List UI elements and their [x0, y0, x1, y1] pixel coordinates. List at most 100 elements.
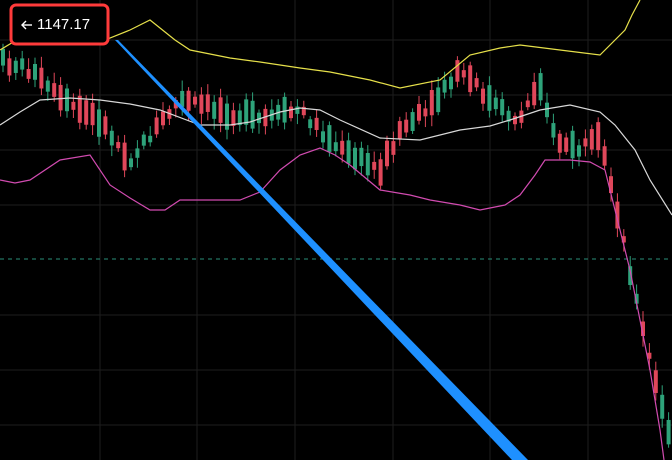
candle-body: [231, 110, 236, 126]
candle-body: [244, 99, 249, 125]
candle-body: [589, 129, 594, 150]
candle-body: [237, 110, 242, 126]
candle-body: [628, 266, 633, 286]
candle-body: [429, 90, 434, 116]
candle-body: [538, 73, 543, 101]
candle-body: [39, 67, 44, 89]
candle-body: [45, 80, 50, 92]
candle-body: [391, 141, 396, 155]
candle-body: [212, 101, 217, 119]
middle-band: [0, 97, 672, 216]
candle-body: [621, 236, 626, 243]
candle-body: [513, 115, 517, 125]
candle-body: [500, 99, 505, 116]
candle-body: [404, 119, 409, 133]
candle-body: [180, 90, 185, 107]
candle-body: [65, 88, 69, 112]
candle-body: [84, 100, 89, 125]
candle-body: [90, 102, 95, 126]
candle-body: [615, 201, 620, 229]
candle-body: [308, 119, 313, 129]
candle-body: [26, 68, 31, 79]
candle-body: [570, 130, 575, 159]
candle-body: [333, 142, 338, 152]
candle-body: [263, 108, 268, 127]
candle-body: [122, 142, 127, 171]
candle-body: [154, 117, 159, 135]
candle-body: [116, 142, 121, 149]
candle-body: [97, 109, 101, 137]
candle-body: [468, 65, 473, 93]
candle-body: [493, 97, 498, 110]
candle-body: [481, 88, 485, 104]
candle-body: [193, 96, 197, 105]
upper-band: [0, 0, 641, 89]
candle-body: [449, 76, 453, 90]
candle-body: [551, 123, 556, 138]
candle-body: [289, 106, 293, 119]
candle-body: [321, 131, 325, 143]
candle-body: [653, 370, 658, 394]
candle-body: [545, 102, 549, 118]
candle-body: [378, 159, 383, 186]
candle-body: [577, 145, 581, 157]
candle-body: [506, 110, 511, 122]
candle-body: [359, 147, 364, 167]
candle-body: [609, 176, 613, 194]
candle-body: [365, 152, 370, 176]
price-badge: 1147.17: [9, 3, 110, 46]
candle-body: [218, 97, 223, 123]
candle-body: [397, 121, 402, 139]
candle-body: [647, 352, 652, 359]
candle-body: [461, 70, 466, 78]
candle-body: [205, 94, 210, 112]
lower-band: [0, 147, 665, 460]
candle-body: [634, 293, 639, 304]
candle-body: [225, 103, 229, 130]
candle-body: [641, 321, 645, 337]
candle-body: [301, 106, 306, 116]
candle-body: [666, 419, 671, 445]
candle-body: [33, 64, 37, 80]
candle-body: [141, 134, 146, 146]
candle-body: [13, 60, 18, 73]
candle-body: [423, 108, 428, 117]
candle-body: [385, 140, 389, 167]
candle-body: [525, 100, 530, 108]
candle-body: [583, 138, 588, 147]
candle-body: [148, 135, 153, 143]
candle-body: [564, 137, 569, 152]
arrow-icon: [21, 20, 32, 30]
candle-body: [442, 79, 447, 93]
candle-body: [199, 94, 204, 114]
candle-body: [602, 146, 607, 166]
candle-body: [557, 133, 562, 153]
candle-body: [282, 96, 287, 123]
price-label: 1147.17: [37, 16, 90, 33]
candle-body: [103, 116, 108, 135]
candle-body: [660, 394, 665, 419]
candle-body: [52, 83, 57, 97]
candle-body: [71, 101, 76, 110]
candle-body: [58, 84, 63, 111]
candle-body: [135, 148, 140, 158]
candle-body: [410, 112, 415, 131]
candle-body: [596, 122, 601, 151]
candle-body: [129, 158, 133, 168]
candle-body: [20, 58, 25, 70]
candle-body: [77, 95, 82, 123]
candle-body: [346, 140, 351, 164]
candle-body: [474, 78, 479, 88]
candle-body: [109, 130, 114, 146]
trend-line: [115, 40, 528, 460]
candle-body: [7, 58, 12, 76]
candle-body: [257, 112, 261, 124]
candle-body: [186, 90, 191, 111]
candle-body: [353, 147, 357, 170]
candle-body: [327, 125, 332, 152]
candle-body: [417, 104, 421, 121]
candle-body: [295, 106, 300, 114]
badge-frame: [9, 3, 110, 46]
